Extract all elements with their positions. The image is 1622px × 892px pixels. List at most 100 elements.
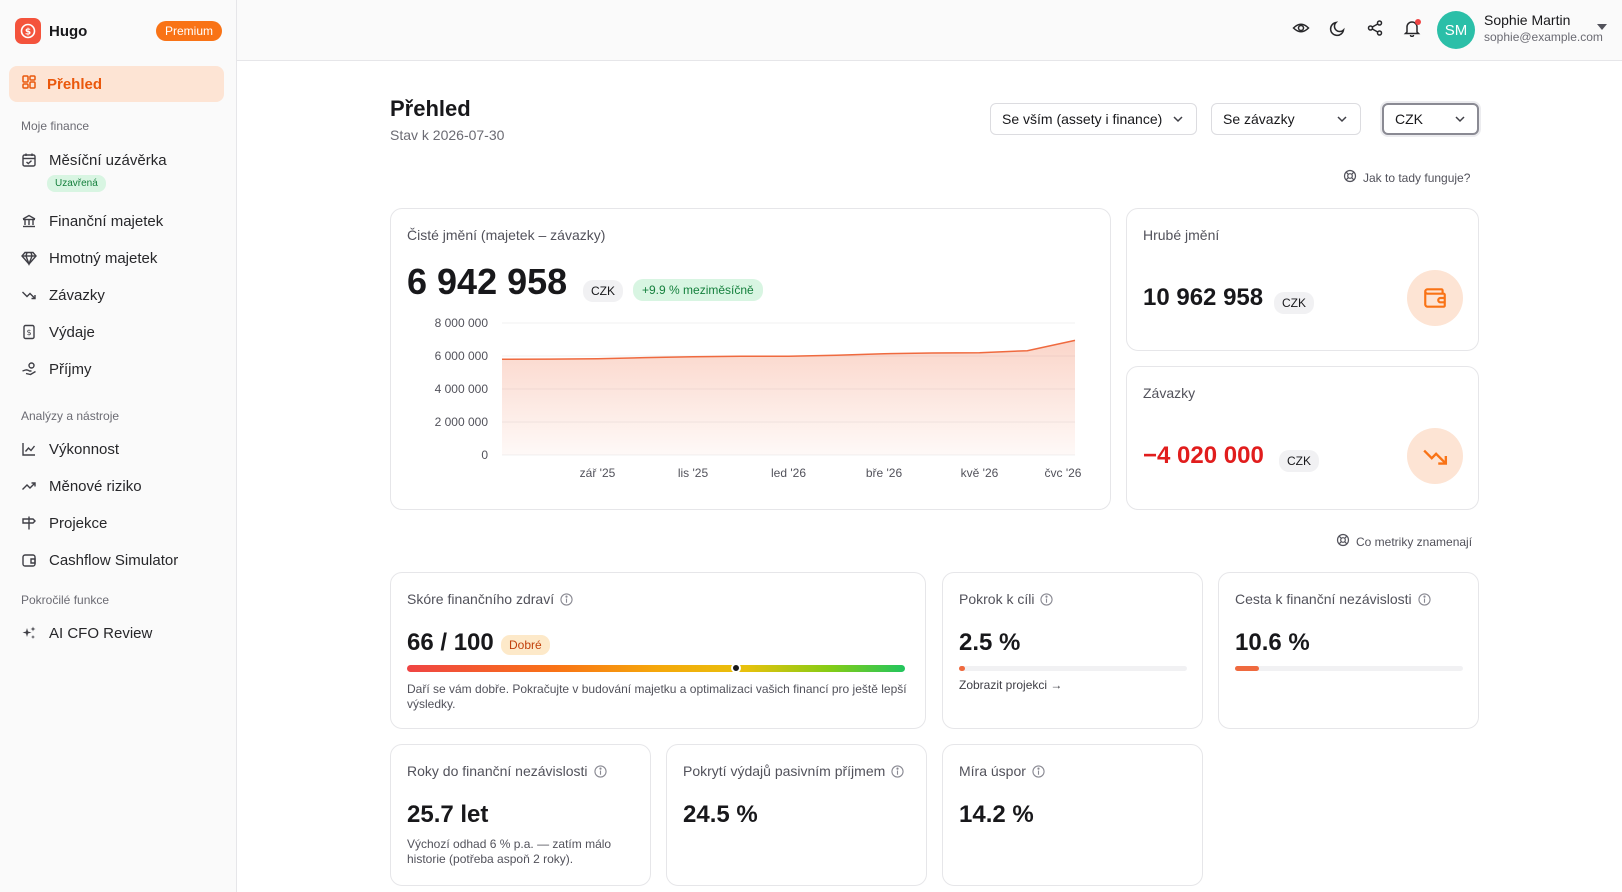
metrics-meaning-link[interactable]: Co metriky znamenají [1336, 533, 1472, 550]
info-icon[interactable] [1032, 764, 1045, 778]
years-to-independence-card: Roky do finanční nezávislosti 25.7 let V… [390, 744, 651, 886]
savings-rate-card: Míra úspor 14.2 % [942, 744, 1203, 886]
passive-income-card: Pokrytí výdajů pasivním příjmem 24.5 % [666, 744, 927, 886]
currency-badge: CZK [1274, 292, 1314, 314]
x-tick-label: zář '25 [580, 466, 616, 480]
liabilities-label: Závazky [1143, 385, 1196, 401]
passive-value: 24.5 % [683, 801, 758, 828]
sidebar-item-monthly-closing[interactable]: Měsíční uzávěrka [21, 149, 167, 171]
health-rating-badge: Dobré [501, 635, 550, 655]
closing-status-badge: Uzavřená [47, 175, 106, 192]
health-score-marker [730, 663, 741, 673]
sidebar-item-label: Hmotný majetek [49, 249, 158, 267]
x-tick-label: lis '25 [678, 466, 709, 480]
page-subtitle: Stav k 2026-07-30 [390, 127, 505, 143]
sidebar-item-projection[interactable]: Projekce [21, 512, 107, 534]
independence-path-label: Cesta k finanční nezávislosti [1235, 591, 1412, 607]
sidebar-item-liabilities[interactable]: Závazky [21, 284, 105, 306]
scope-select-value: Se vším (assety i finance) [1002, 111, 1163, 127]
sidebar-item-currency-risk[interactable]: Měnové riziko [21, 475, 142, 497]
independence-path-title: Cesta k finanční nezávislosti [1235, 591, 1431, 607]
sidebar-item-financial-assets[interactable]: Finanční majetek [21, 210, 163, 232]
health-score-label: Skóre finančního zdraví [407, 591, 555, 607]
chevron-down-icon[interactable] [1597, 24, 1607, 30]
goal-progress-title: Pokrok k cíli [959, 591, 1054, 607]
sidebar-item-expenses[interactable]: $ Výdaje [21, 321, 95, 343]
sidebar-item-cashflow-simulator[interactable]: Cashflow Simulator [21, 549, 178, 571]
topbar: SM Sophie Martin sophie@example.com [237, 0, 1622, 61]
health-score-note: Daří se vám dobře. Pokračujte v budování… [407, 682, 907, 711]
page-title: Přehled [390, 96, 471, 121]
net-worth-value: 6 942 958 [407, 261, 568, 302]
hand-coins-icon [21, 361, 37, 377]
health-score-bar [407, 663, 905, 673]
share-icon[interactable] [1365, 18, 1385, 38]
how-it-works-label: Jak to tady funguje? [1363, 170, 1471, 185]
currency-select-value: CZK [1395, 111, 1423, 127]
chevron-down-icon [1455, 116, 1465, 123]
goal-progress-card: Pokrok k cíli 2.5 % Zobrazit projekci → [942, 572, 1203, 729]
years-value: 25.7 let [407, 801, 489, 828]
net-worth-card: Čisté jmění (majetek – závazky) 6 942 95… [390, 208, 1111, 510]
show-projection-link[interactable]: Zobrazit projekci → [959, 678, 1063, 692]
x-tick-label: kvě '26 [961, 466, 999, 480]
health-score-title: Skóre finančního zdraví [407, 591, 573, 607]
wallet-icon [21, 552, 37, 568]
how-it-works-link[interactable]: Jak to tady funguje? [1343, 169, 1470, 186]
sidebar-item-label: Finanční majetek [49, 212, 164, 230]
avatar[interactable]: SM [1437, 11, 1475, 49]
sidebar-item-income[interactable]: Příjmy [21, 358, 92, 380]
eye-icon[interactable] [1291, 18, 1311, 38]
liabilities-select[interactable]: Se závazky [1211, 103, 1361, 135]
goal-progress-bar [959, 666, 1187, 671]
goal-progress-label: Pokrok k cíli [959, 591, 1035, 607]
sidebar-item-label: Měsíční uzávěrka [49, 151, 167, 169]
sidebar-item-label: Měnové riziko [49, 477, 142, 495]
change-badge: +9.9 % meziměsíčně [633, 279, 763, 301]
sidebar-item-overview[interactable]: Přehled [9, 66, 224, 102]
currency-select[interactable]: CZK [1382, 103, 1479, 135]
grid-icon [21, 74, 37, 94]
moon-icon[interactable] [1328, 18, 1348, 38]
sidebar-item-label: Cashflow Simulator [49, 551, 179, 569]
passive-label: Pokrytí výdajů pasivním příjmem [683, 763, 886, 779]
sidebar-item-label: Projekce [49, 514, 108, 532]
trend-up-icon [21, 478, 37, 494]
info-icon[interactable] [1040, 592, 1054, 606]
net-worth-chart: 8 000 000 6 000 000 4 000 000 2 000 000 0 zář… [435, 316, 1082, 480]
sidebar-item-ai-cfo-review[interactable]: AI CFO Review [21, 622, 152, 644]
sidebar-item-label: Příjmy [49, 360, 92, 378]
premium-badge[interactable]: Premium [155, 21, 222, 41]
lifebuoy-icon [1343, 169, 1357, 186]
bell-icon[interactable] [1402, 18, 1422, 38]
sidebar-item-label: Výkonnost [49, 440, 120, 458]
brand-logo-icon[interactable]: $ [15, 18, 41, 44]
net-worth-line[interactable] [501, 339, 1076, 361]
scope-select[interactable]: Se vším (assety i finance) [990, 103, 1197, 135]
info-icon[interactable] [560, 592, 573, 606]
line-chart-icon [21, 441, 37, 457]
sidebar-item-label: Závazky [49, 286, 105, 304]
user-name[interactable]: Sophie Martin [1484, 12, 1571, 28]
section-title-advanced: Pokročilé funkce [21, 593, 110, 607]
y-tick-label: 4 000 000 [435, 382, 489, 396]
sidebar-item-performance[interactable]: Výkonnost [21, 438, 119, 460]
chevron-down-icon [1337, 116, 1347, 123]
info-icon[interactable] [1418, 592, 1431, 606]
independence-path-bar [1235, 666, 1463, 671]
savings-label: Míra úspor [959, 763, 1026, 779]
info-icon[interactable] [891, 764, 904, 778]
notification-dot [1415, 19, 1421, 25]
svg-text:$: $ [25, 28, 31, 38]
sidebar-item-label: Výdaje [49, 323, 95, 341]
health-score-value: 66 / 100 [407, 629, 494, 656]
diamond-icon [21, 250, 37, 266]
info-icon[interactable] [593, 764, 607, 778]
net-worth-label: Čisté jmění (majetek – závazky) [407, 227, 606, 243]
metrics-meaning-label: Co metriky znamenají [1356, 534, 1473, 549]
y-tick-label: 2 000 000 [435, 415, 489, 429]
sidebar-item-tangible-assets[interactable]: Hmotný majetek [21, 247, 157, 269]
y-tick-label: 0 [481, 448, 488, 462]
health-score-card: Skóre finančního zdraví 66 / 100 Dobré D… [390, 572, 926, 729]
passive-title: Pokrytí výdajů pasivním příjmem [683, 763, 904, 779]
